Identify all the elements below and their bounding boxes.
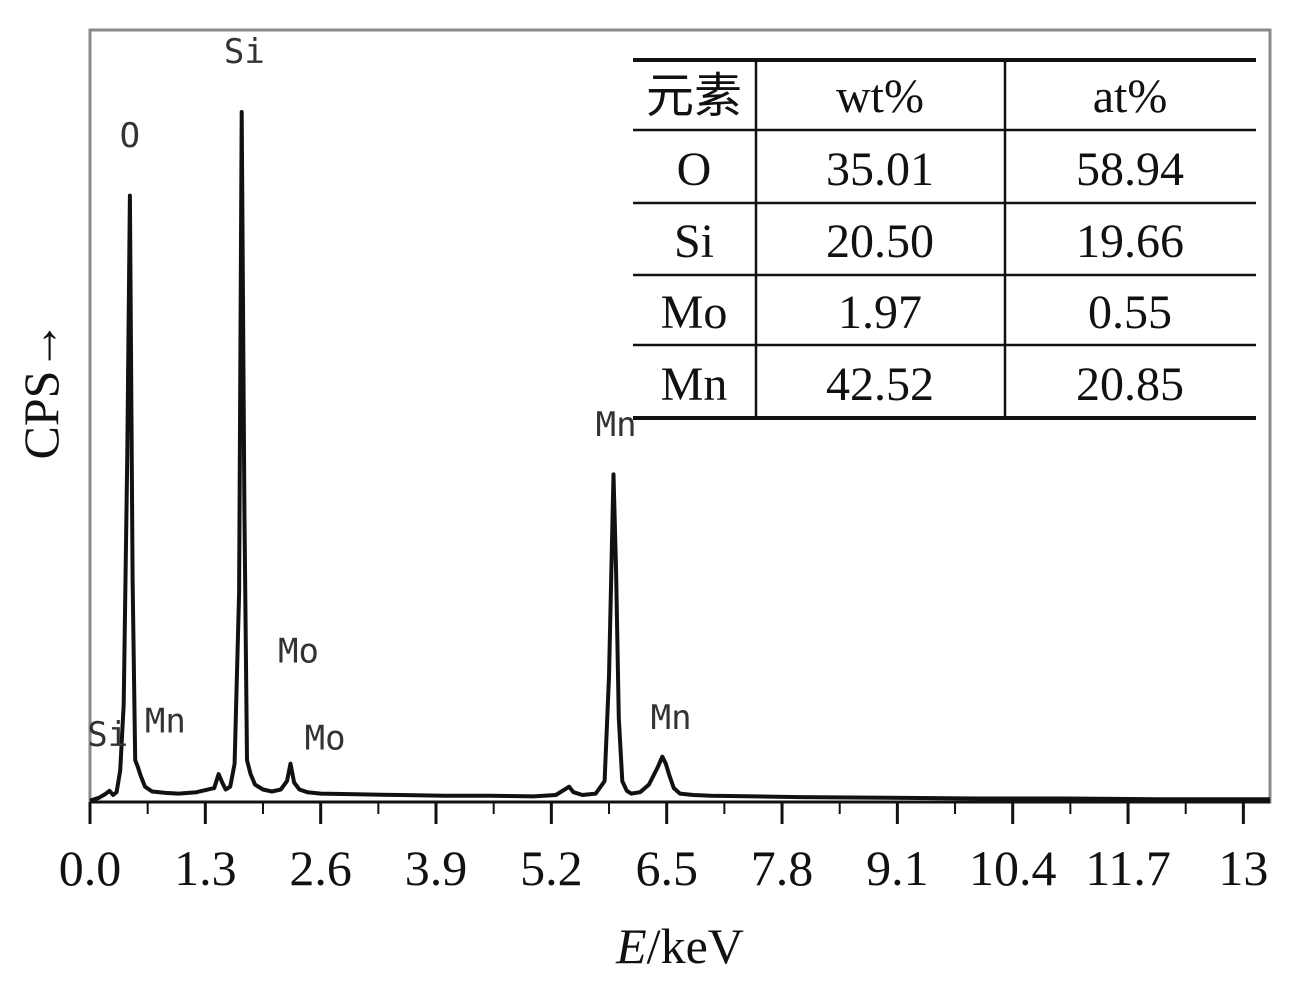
table-cell: 19.66 (1076, 215, 1184, 268)
table-cell: 58.94 (1076, 143, 1184, 196)
peak-labels: Si O Mn Mo Mo Mn Si Mn (87, 32, 691, 759)
spectrum-line (89, 110, 1270, 803)
peak-label: Mo (305, 719, 346, 759)
table-cell: Mo (661, 286, 728, 339)
peak-label: Si (87, 715, 128, 755)
table-cell: O (677, 143, 712, 196)
x-tick-label: 7.8 (751, 840, 814, 896)
peak-label: Mo (278, 632, 319, 672)
peak-label: Si (224, 32, 265, 72)
peak-label: Mn (596, 405, 637, 445)
x-tick-label: 13 (1218, 840, 1268, 896)
table-cell: 35.01 (826, 143, 934, 196)
x-tick-label: 9.1 (866, 840, 929, 896)
table-cell: 1.97 (838, 286, 922, 339)
table-cell: Si (674, 215, 714, 268)
x-tick-label: 11.7 (1085, 840, 1171, 896)
x-axis-ticks: 0.0 1.3 2.6 3.9 5.2 6.5 7.8 9.1 10.4 11.7 13 (59, 802, 1268, 896)
x-tick-label: 0.0 (59, 840, 122, 896)
x-tick-label: 10.4 (969, 840, 1057, 896)
composition-table: 元素 wt% at% O 35.01 58.94 Si 20.50 19.66 … (633, 58, 1256, 420)
x-tick-label: 3.9 (405, 840, 468, 896)
table-cell: Mn (661, 358, 728, 411)
peak-label: O (120, 116, 140, 156)
table-header-wt: wt% (836, 70, 924, 123)
x-tick-label: 5.2 (520, 840, 583, 896)
peak-label: Mn (145, 701, 186, 741)
peak-label: Mn (651, 698, 692, 738)
table-cell: 20.85 (1076, 358, 1184, 411)
table-header-element: 元素 (646, 70, 742, 123)
table-cell: 42.52 (826, 358, 934, 411)
table-cell: 20.50 (826, 215, 934, 268)
y-axis-title: CPS→ (13, 321, 69, 460)
table-cell: 0.55 (1088, 286, 1172, 339)
x-tick-label: 1.3 (174, 840, 237, 896)
x-axis-title-unit: /keV (647, 918, 744, 974)
x-axis-title-symbol: E (615, 918, 647, 974)
x-axis-title: E/keV (615, 918, 744, 974)
table-header-at: at% (1093, 70, 1168, 123)
x-tick-label: 6.5 (635, 840, 698, 896)
x-tick-label: 2.6 (289, 840, 352, 896)
